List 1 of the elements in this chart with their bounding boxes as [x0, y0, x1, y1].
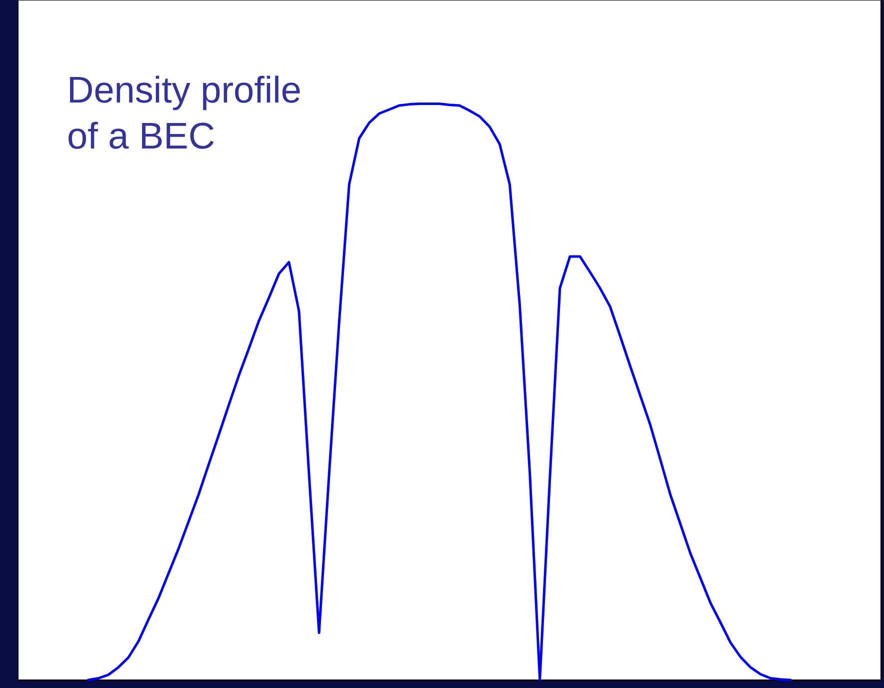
chart-title: Density profile of a BEC: [67, 70, 312, 156]
